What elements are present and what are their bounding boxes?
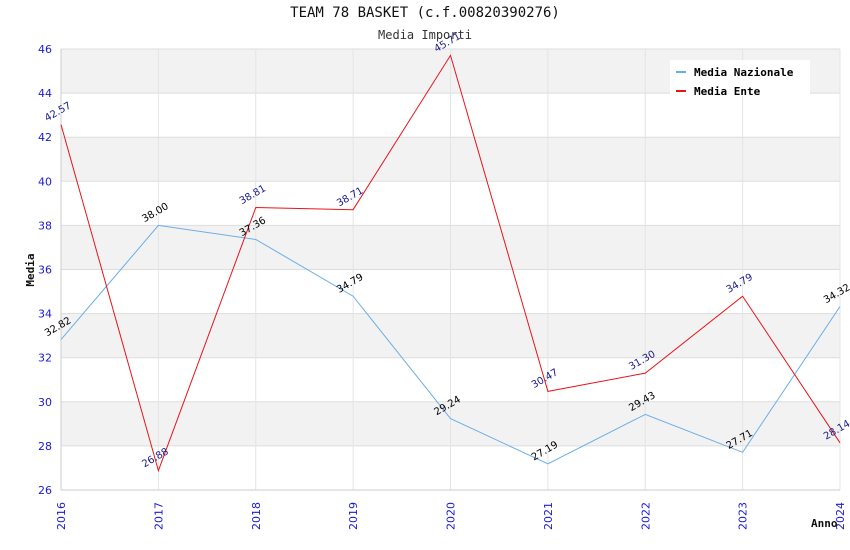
y-tick-label: 44 [38,87,52,100]
x-tick-label: 2022 [639,502,652,530]
y-tick-label: 46 [38,43,52,56]
chart-subtitle: Media Importi [378,28,472,42]
x-tick-labels: 2016 2017 2018 2019 2020 2021 2022 2023 2024 [55,502,847,530]
y-axis-label: Media [24,253,37,286]
legend-label: Media Nazionale [694,66,794,79]
legend: Media Nazionale Media Ente [670,60,810,98]
y-tick-label: 32 [38,352,52,365]
legend-label: Media Ente [694,85,761,98]
x-tick-label: 2024 [834,502,847,530]
y-tick-label: 42 [38,131,52,144]
series-line [60,54,841,473]
axes [60,49,840,491]
y-tick-label: 26 [38,484,52,497]
y-tick-labels: 26 28 30 32 34 36 38 40 42 44 46 [38,43,52,497]
x-tick-label: 2021 [542,502,555,530]
y-tick-label: 40 [38,175,52,188]
y-tick-label: 36 [38,264,52,277]
y-tick-label: 30 [38,396,52,409]
legend-box [670,60,810,96]
x-axis-label: Anno [811,517,838,530]
x-tick-label: 2018 [250,502,263,530]
series-line [60,224,841,465]
x-tick-label: 2020 [445,502,458,530]
chart-title: TEAM 78 BASKET (c.f.00820390276) [290,5,560,21]
y-tick-label: 28 [38,440,52,453]
x-tick-label: 2023 [737,502,750,530]
y-tick-label: 38 [38,219,52,232]
x-tick-label: 2016 [55,502,68,530]
y-tick-label: 34 [38,308,52,321]
x-tick-label: 2019 [347,502,360,530]
x-tick-label: 2017 [152,502,165,530]
series-lines [60,54,841,473]
